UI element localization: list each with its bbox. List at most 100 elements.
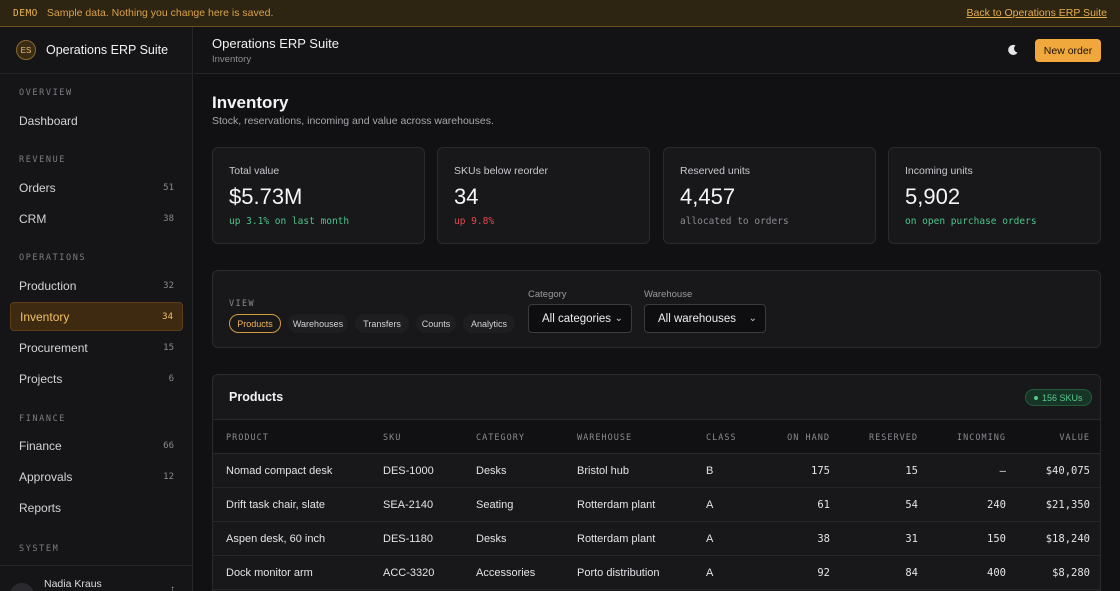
view-tab-products[interactable]: Products (229, 314, 281, 333)
sidebar-item-projects[interactable]: Projects 6 (10, 364, 183, 393)
expand-icon[interactable]: ↕ (170, 584, 175, 591)
top-header: Operations ERP Suite Inventory New order (194, 27, 1120, 74)
sidebar-item-dashboard[interactable]: Dashboard (10, 106, 183, 135)
sidebar-item-approvals[interactable]: Approvals 12 (10, 462, 183, 491)
cell-reserved: 15 (905, 465, 918, 477)
column-header-class[interactable]: CLASS (706, 433, 737, 443)
sidebar-item-reports[interactable]: Reports (10, 493, 183, 522)
cell-class: A (706, 567, 714, 579)
cell-incoming: 240 (987, 499, 1006, 511)
sidebar-item-orders[interactable]: Orders 51 (10, 173, 183, 202)
user-menu[interactable]: NK Nadia Kraus ↕ (0, 565, 192, 591)
cell-product: Dock monitor arm (226, 567, 313, 579)
view-tab-transfers[interactable]: Transfers (355, 314, 409, 333)
view-label: VIEW (229, 299, 256, 309)
sidebar-item-count: 38 (163, 213, 174, 224)
kpi-value: 4,457 (680, 184, 736, 209)
brand[interactable]: ES Operations ERP Suite (0, 27, 192, 74)
view-tab-warehouses[interactable]: Warehouses (288, 314, 348, 333)
column-header-warehouse[interactable]: WAREHOUSE (577, 433, 633, 443)
cell-category: Seating (476, 499, 514, 511)
warehouse-select[interactable]: All warehouses ⌄ (644, 304, 766, 333)
cell-warehouse: Porto distribution (577, 567, 660, 579)
cell-product: Nomad compact desk (226, 465, 333, 477)
cell-on-hand: 61 (817, 499, 830, 511)
cell-sku: SEA-2140 (383, 499, 434, 511)
column-header-value[interactable]: VALUE (1059, 433, 1090, 443)
cell-class: A (706, 533, 714, 545)
column-header-incoming[interactable]: INCOMING (957, 433, 1006, 443)
theme-toggle-moon-icon[interactable] (1007, 44, 1021, 58)
cell-value: $18,240 (1045, 533, 1090, 545)
cell-on-hand: 92 (817, 567, 830, 579)
sidebar-item-procurement[interactable]: Procurement 15 (10, 333, 183, 362)
nav-section-revenue: REVENUE (19, 155, 67, 165)
cell-warehouse: Rotterdam plant (577, 533, 656, 545)
kpi-trend: up 3.1% on last month (229, 216, 350, 227)
sidebar: ES Operations ERP Suite OVERVIEW Dashboa… (0, 27, 193, 591)
chevron-down-icon: ⌄ (748, 313, 757, 324)
sidebar-item-count: 6 (168, 373, 174, 384)
table-row[interactable]: Aspen desk, 60 inch DES-1180 Desks Rotte… (213, 522, 1100, 556)
kpi-value: $5.73M (229, 184, 303, 209)
kpi-note: allocated to orders (680, 216, 789, 227)
sidebar-item-label: Approvals (19, 469, 73, 484)
chevron-down-icon: ⌄ (614, 313, 623, 324)
table-title: Products (229, 390, 284, 404)
sidebar-item-crm[interactable]: CRM 38 (10, 204, 183, 233)
sidebar-item-count: 34 (162, 311, 173, 322)
sidebar-item-count: 32 (163, 280, 174, 291)
sidebar-item-inventory[interactable]: Inventory 34 (10, 302, 183, 331)
table-row[interactable]: Dock monitor arm ACC-3320 Accessories Po… (213, 556, 1100, 590)
sidebar-item-count: 12 (163, 471, 174, 482)
column-header-product[interactable]: PRODUCT (226, 433, 269, 443)
sidebar-item-label: Procurement (19, 340, 88, 355)
column-header-category[interactable]: CATEGORY (476, 433, 525, 443)
cell-warehouse: Rotterdam plant (577, 499, 656, 511)
cell-sku: DES-1000 (383, 465, 434, 477)
brand-name: Operations ERP Suite (46, 43, 169, 57)
kpi-trend: up 9.8% (454, 216, 495, 227)
cell-reserved: 54 (905, 499, 918, 511)
table-row[interactable]: Nomad compact desk DES-1000 Desks Bristo… (213, 454, 1100, 488)
status-dot-icon (1034, 395, 1038, 400)
sidebar-item-label: Production (19, 278, 77, 293)
kpi-card-total-value: Total value $5.73M up 3.1% on last month (212, 147, 425, 244)
page-title: Inventory (212, 93, 289, 112)
sidebar-item-count: 15 (163, 342, 174, 353)
cell-value: $8,280 (1052, 567, 1090, 579)
cell-category: Desks (476, 533, 507, 545)
kpi-label: SKUs below reorder (454, 165, 548, 177)
new-order-button[interactable]: New order (1035, 39, 1101, 62)
sku-count-text: 156 SKUs (1042, 392, 1083, 403)
cell-category: Accessories (476, 567, 536, 579)
cell-incoming: 150 (987, 533, 1006, 545)
table-row[interactable]: Drift task chair, slate SEA-2140 Seating… (213, 488, 1100, 522)
sidebar-item-finance[interactable]: Finance 66 (10, 431, 183, 460)
view-tab-counts[interactable]: Counts (416, 314, 456, 333)
category-select[interactable]: All categories ⌄ (528, 304, 632, 333)
view-tab-analytics[interactable]: Analytics (463, 314, 515, 333)
demo-banner: DEMO Sample data. Nothing you change her… (0, 0, 1120, 27)
sidebar-item-label: Finance (19, 438, 62, 453)
sku-count-badge: 156 SKUs (1025, 389, 1092, 406)
kpi-card-reserved-units: Reserved units 4,457 allocated to orders (663, 147, 876, 244)
back-link[interactable]: Back to Operations ERP Suite (966, 7, 1107, 19)
column-header-reserved[interactable]: RESERVED (869, 433, 918, 443)
cell-class: B (706, 465, 714, 477)
kpi-value: 34 (454, 184, 479, 209)
column-header-on-hand[interactable]: ON HAND (787, 433, 830, 443)
sidebar-item-label: CRM (19, 211, 47, 226)
warehouse-select-value: All warehouses (658, 312, 736, 325)
demo-tag: DEMO (13, 7, 38, 19)
cell-reserved: 31 (905, 533, 918, 545)
filter-bar: VIEW Products Warehouses Transfers Count… (212, 270, 1101, 348)
cell-product: Aspen desk, 60 inch (226, 533, 326, 545)
cell-incoming: — (999, 465, 1006, 477)
column-header-sku[interactable]: SKU (383, 433, 402, 443)
cell-on-hand: 38 (817, 533, 830, 545)
category-label: Category (528, 289, 567, 300)
nav-section-finance: FINANCE (19, 414, 67, 424)
sidebar-item-production[interactable]: Production 32 (10, 271, 183, 300)
kpi-label: Total value (229, 165, 280, 177)
